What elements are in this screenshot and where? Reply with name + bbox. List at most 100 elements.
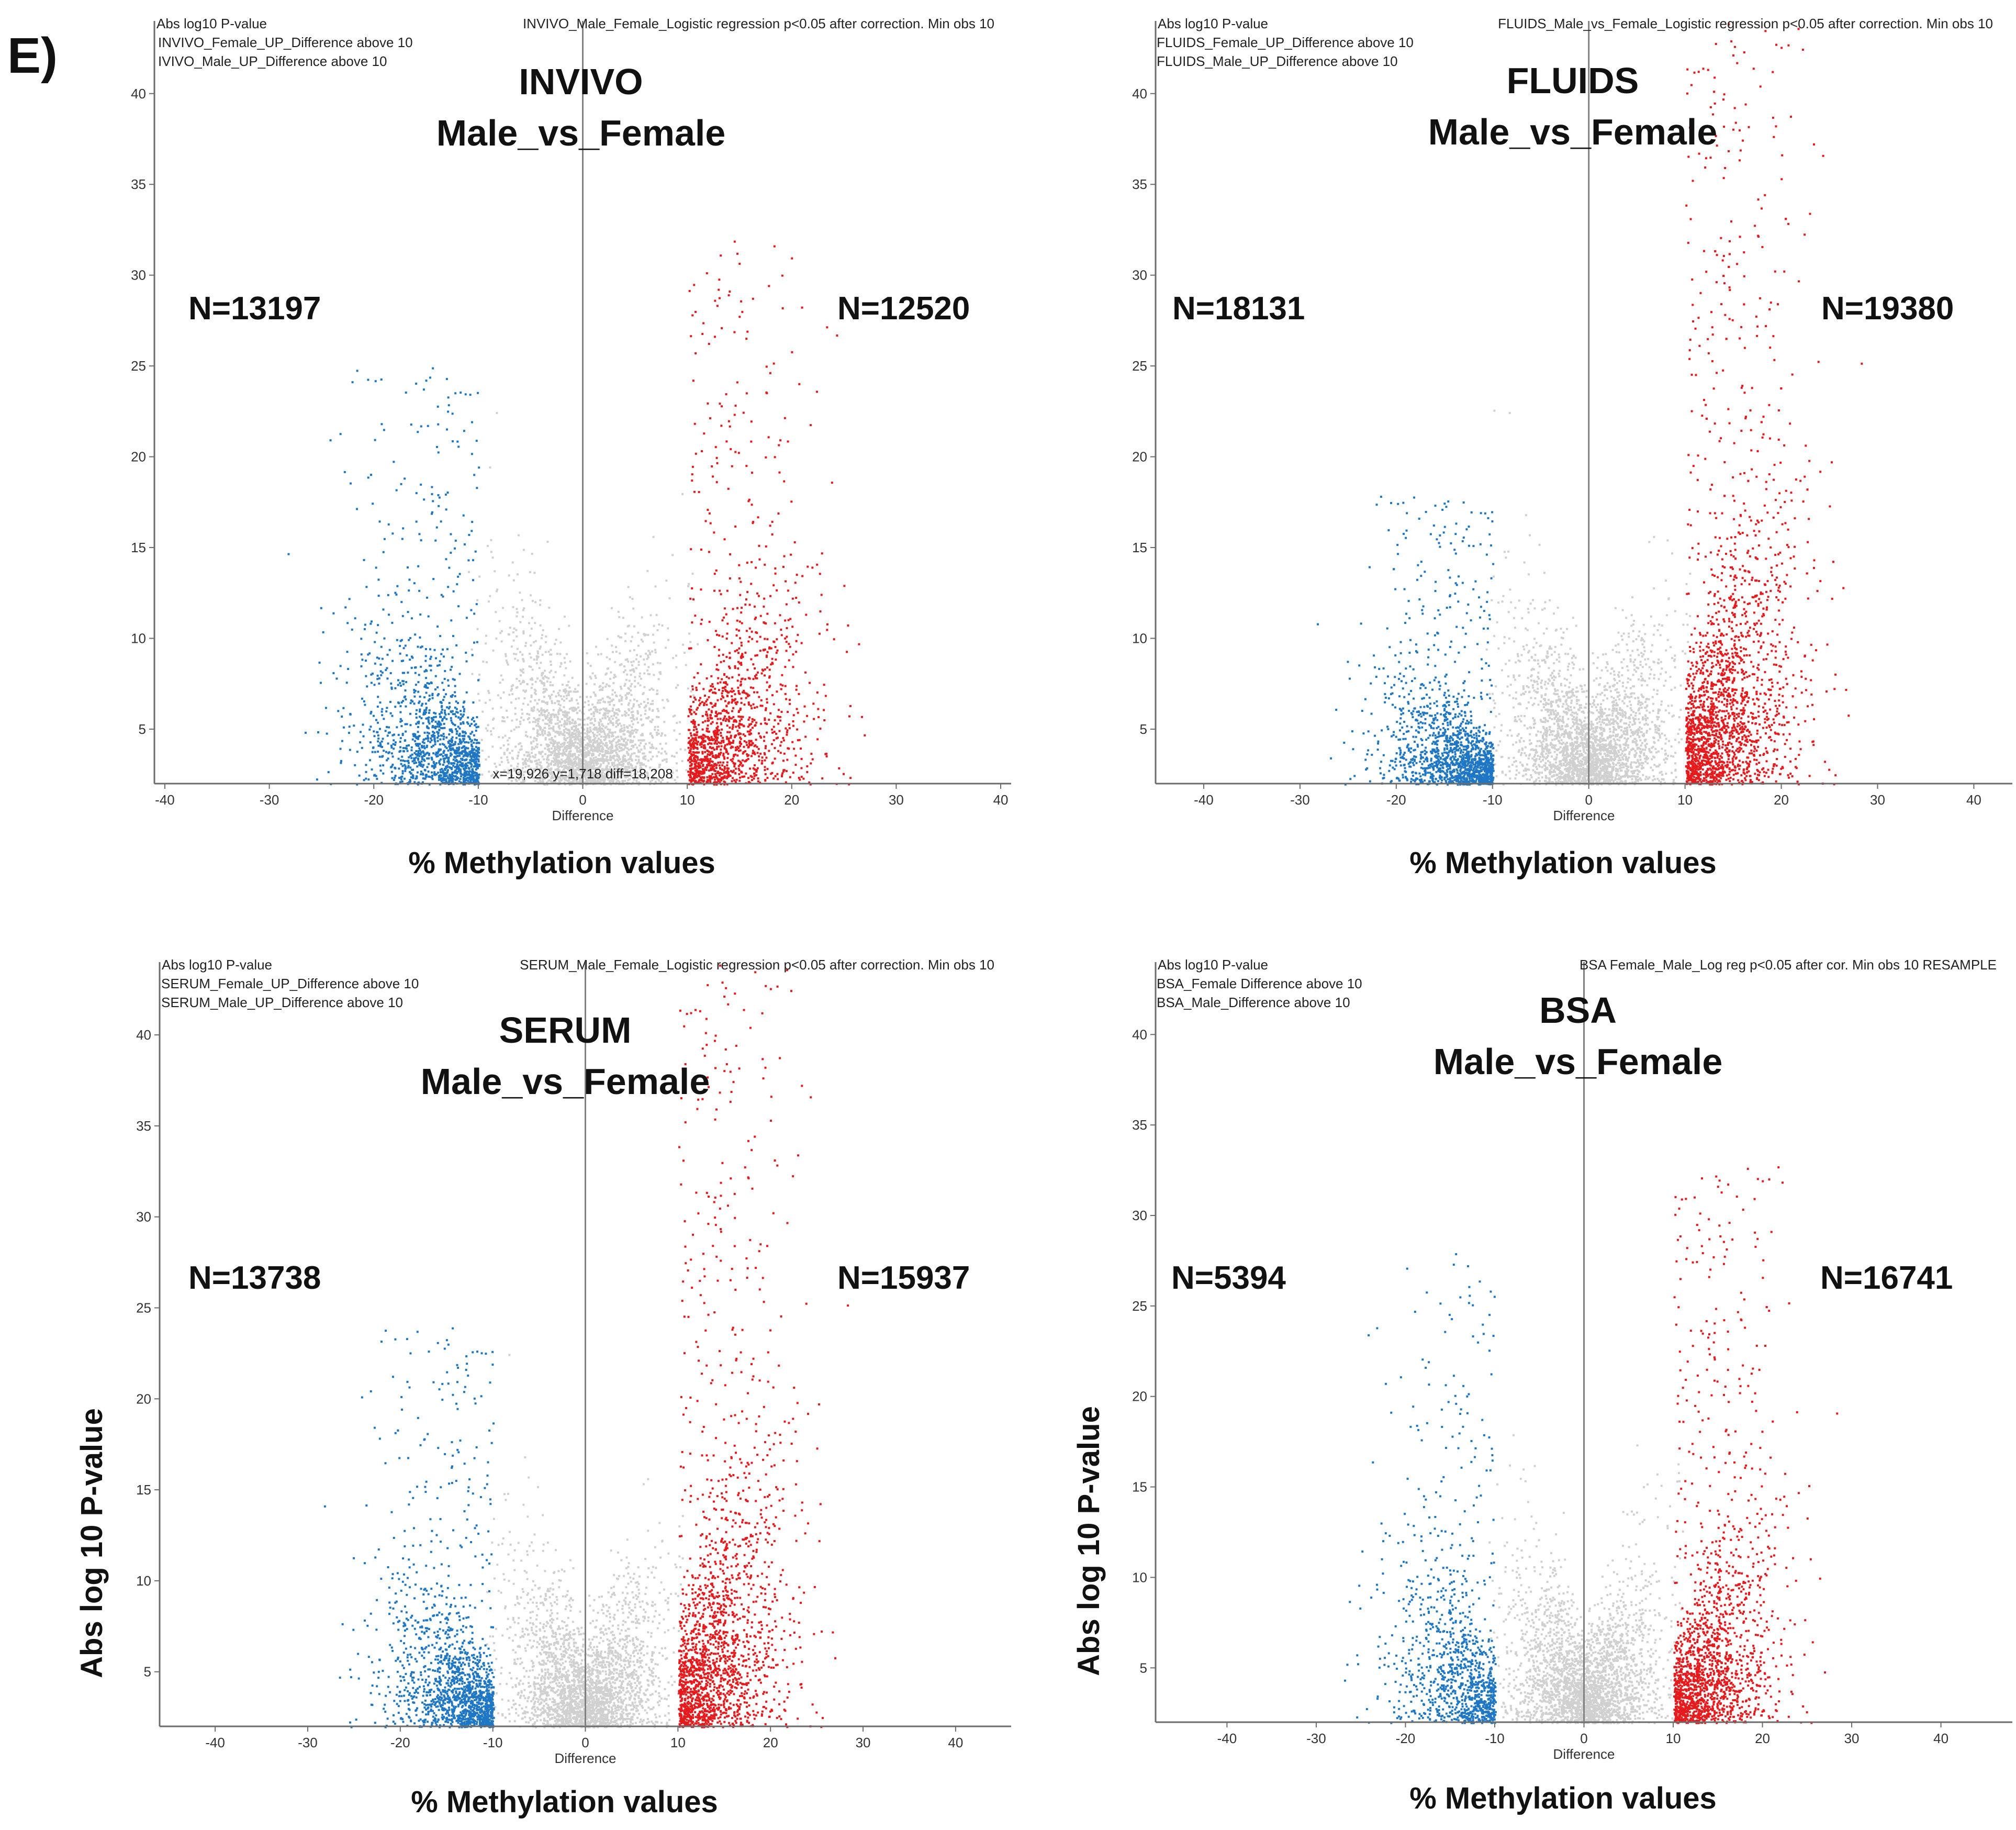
point-male bbox=[766, 651, 769, 653]
point-gray bbox=[522, 763, 525, 766]
point-gray bbox=[539, 775, 542, 777]
point-female bbox=[428, 757, 430, 760]
point-female bbox=[476, 780, 479, 783]
point-gray bbox=[528, 721, 531, 724]
point-gray bbox=[635, 654, 638, 656]
point-female bbox=[446, 492, 449, 494]
point-gray bbox=[647, 760, 649, 762]
point-female bbox=[465, 651, 467, 654]
point-male bbox=[788, 659, 790, 662]
point-female bbox=[408, 744, 410, 746]
point-gray bbox=[618, 762, 621, 765]
point-female bbox=[416, 754, 419, 757]
point-male bbox=[778, 444, 780, 447]
point-male bbox=[696, 731, 699, 733]
point-male bbox=[722, 653, 724, 656]
point-female bbox=[417, 738, 419, 740]
point-gray bbox=[631, 744, 633, 747]
point-gray bbox=[548, 771, 551, 774]
point-gray bbox=[565, 723, 567, 726]
point-male bbox=[825, 755, 828, 757]
point-female bbox=[454, 760, 457, 762]
point-gray bbox=[524, 762, 527, 764]
point-female bbox=[427, 720, 430, 723]
point-gray bbox=[626, 752, 629, 754]
point-male bbox=[731, 642, 733, 644]
point-gray bbox=[539, 726, 542, 728]
point-gray bbox=[608, 740, 611, 742]
point-male bbox=[715, 739, 718, 741]
point-male bbox=[719, 761, 722, 764]
point-female bbox=[467, 741, 470, 744]
point-male bbox=[705, 730, 708, 732]
point-gray bbox=[517, 659, 519, 662]
point-female bbox=[471, 760, 473, 762]
point-gray bbox=[636, 762, 639, 765]
point-gray bbox=[557, 713, 560, 716]
point-gray bbox=[557, 691, 559, 694]
point-gray bbox=[628, 758, 630, 761]
point-gray bbox=[550, 715, 553, 718]
point-gray bbox=[630, 711, 633, 713]
point-gray bbox=[529, 678, 532, 680]
point-gray bbox=[513, 653, 516, 655]
point-male bbox=[783, 752, 786, 755]
point-gray bbox=[595, 677, 597, 679]
point-gray bbox=[526, 712, 529, 715]
point-gray bbox=[589, 749, 592, 752]
point-female bbox=[447, 685, 450, 687]
point-gray bbox=[598, 724, 601, 727]
point-male bbox=[776, 589, 778, 592]
point-male bbox=[750, 658, 753, 661]
point-gray bbox=[574, 753, 576, 755]
point-female bbox=[475, 777, 478, 779]
point-gray bbox=[560, 724, 563, 727]
point-gray bbox=[540, 707, 543, 710]
point-gray bbox=[563, 723, 565, 726]
point-gray bbox=[609, 769, 611, 772]
point-gray bbox=[631, 664, 634, 667]
point-gray bbox=[611, 689, 614, 691]
point-female bbox=[361, 659, 364, 661]
point-gray bbox=[495, 590, 498, 593]
point-gray bbox=[571, 736, 574, 739]
point-gray bbox=[541, 634, 544, 637]
point-female bbox=[399, 741, 401, 743]
point-male bbox=[695, 698, 697, 701]
point-gray bbox=[516, 677, 518, 680]
point-gray bbox=[586, 727, 589, 730]
point-female bbox=[376, 721, 379, 724]
point-male bbox=[756, 671, 759, 674]
point-female bbox=[388, 726, 390, 729]
point-male bbox=[725, 440, 728, 443]
point-gray bbox=[556, 765, 559, 767]
point-gray bbox=[624, 744, 627, 746]
point-female bbox=[443, 743, 445, 746]
point-female bbox=[422, 764, 425, 766]
point-gray bbox=[612, 682, 615, 685]
point-gray bbox=[531, 617, 533, 619]
point-gray bbox=[644, 663, 646, 666]
point-male bbox=[718, 288, 720, 291]
point-gray bbox=[578, 747, 580, 750]
point-male bbox=[807, 565, 809, 568]
point-gray bbox=[494, 762, 496, 765]
point-female bbox=[432, 578, 435, 581]
point-gray bbox=[489, 595, 491, 597]
point-male bbox=[758, 755, 760, 757]
point-female bbox=[447, 749, 450, 752]
point-female bbox=[450, 711, 453, 713]
point-gray bbox=[555, 713, 557, 716]
point-gray bbox=[614, 731, 617, 733]
point-gray bbox=[519, 592, 521, 594]
point-gray bbox=[610, 720, 612, 722]
point-male bbox=[747, 777, 749, 779]
point-gray bbox=[585, 744, 587, 746]
point-female bbox=[374, 751, 376, 753]
point-gray bbox=[615, 694, 618, 697]
point-female bbox=[428, 683, 431, 685]
point-gray bbox=[587, 767, 589, 769]
point-gray bbox=[638, 744, 641, 747]
point-male bbox=[750, 583, 753, 585]
point-male bbox=[735, 778, 738, 781]
